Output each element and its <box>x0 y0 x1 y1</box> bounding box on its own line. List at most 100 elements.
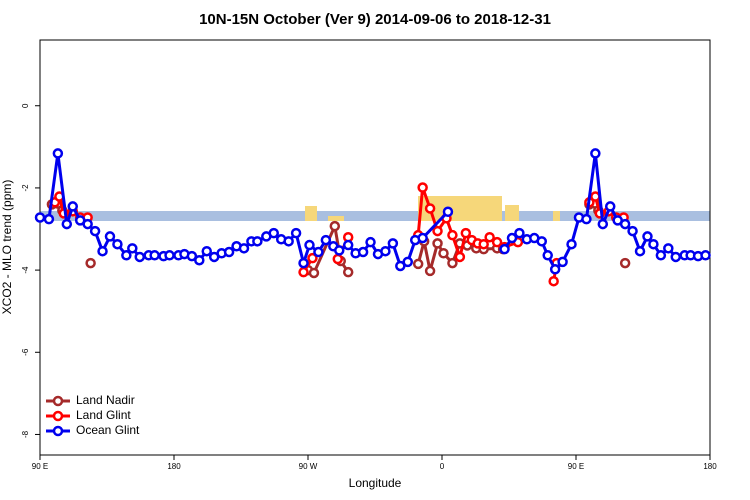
data-point <box>304 239 315 251</box>
data-point <box>424 265 436 277</box>
data-point <box>442 206 454 218</box>
x-tick-label: 180 <box>167 462 181 471</box>
x-tick-label: 180 <box>703 462 717 471</box>
x-axis-label: Longitude <box>349 476 402 490</box>
y-tick-label: -8 <box>21 430 30 438</box>
data-point <box>619 257 631 269</box>
y-tick-label: -2 <box>21 184 30 192</box>
chart-title: 10N-15N October (Ver 9) 2014-09-06 to 20… <box>199 11 551 28</box>
land-patch <box>305 206 317 221</box>
data-point <box>112 238 123 250</box>
data-point <box>380 245 391 257</box>
x-tick-label: 0 <box>440 462 445 471</box>
data-point <box>238 243 250 254</box>
data-point <box>417 182 428 193</box>
data-point <box>604 201 616 212</box>
data-point <box>332 253 344 265</box>
data-point <box>402 256 414 268</box>
data-point <box>460 227 472 239</box>
x-tick-label: 90 E <box>32 462 48 471</box>
data-point <box>536 236 548 247</box>
data-point <box>357 246 369 258</box>
data-point <box>307 252 318 264</box>
data-point <box>194 254 205 266</box>
data-point <box>655 250 667 261</box>
data-point <box>67 201 79 212</box>
legend-label: Ocean Glint <box>76 423 140 437</box>
data-point <box>82 218 93 230</box>
data-point <box>597 218 609 230</box>
data-point <box>432 225 443 237</box>
data-point <box>97 245 108 257</box>
data-point <box>412 258 424 270</box>
data-point <box>329 220 341 232</box>
data-point <box>432 238 443 249</box>
data-point <box>478 238 489 250</box>
data-point <box>298 266 309 278</box>
data-point <box>186 250 198 262</box>
data-point <box>61 218 73 230</box>
data-point <box>417 232 428 244</box>
x-tick-label: 90 W <box>299 462 318 471</box>
legend-swatch-point <box>52 425 64 437</box>
data-point <box>548 275 559 287</box>
data-point <box>499 243 510 255</box>
data-point <box>365 236 376 248</box>
data-point <box>542 250 553 261</box>
data-point <box>223 246 235 258</box>
data-point <box>290 227 302 239</box>
data-point <box>670 251 682 263</box>
data-point <box>201 245 213 257</box>
data-point <box>395 260 406 272</box>
data-point <box>43 213 55 225</box>
data-point <box>447 257 458 269</box>
data-point <box>484 231 495 243</box>
legend-label: Land Nadir <box>76 393 135 407</box>
data-point <box>252 236 263 247</box>
data-point <box>313 246 324 258</box>
data-point <box>342 266 354 278</box>
data-point <box>320 234 332 246</box>
data-point <box>52 148 64 159</box>
data-point <box>619 218 631 230</box>
data-point <box>514 227 525 239</box>
data-point <box>557 256 568 268</box>
data-point <box>85 257 96 269</box>
data-point <box>34 212 46 223</box>
data-point <box>506 232 518 244</box>
legend-swatch-point <box>52 395 64 407</box>
data-point <box>298 257 309 269</box>
data-point <box>127 243 138 254</box>
data-point <box>438 248 449 259</box>
x-tick-label: 90 E <box>568 462 584 471</box>
data-point <box>308 267 320 279</box>
data-point <box>89 225 101 237</box>
ocean-strip <box>40 211 710 221</box>
plot-frame <box>39 39 711 456</box>
data-point <box>164 250 175 261</box>
y-tick-label: -6 <box>21 348 30 356</box>
data-point <box>581 213 592 225</box>
data-point <box>268 227 280 239</box>
data-point <box>642 231 653 242</box>
data-point <box>134 251 146 263</box>
data-point <box>334 245 345 256</box>
data-point <box>549 264 561 275</box>
data-point <box>491 236 503 248</box>
data-point <box>648 238 659 250</box>
data-point <box>663 243 674 254</box>
data-point <box>104 231 116 242</box>
data-point <box>149 250 160 261</box>
y-tick-label: 0 <box>21 103 30 108</box>
data-point <box>700 250 711 261</box>
data-point <box>447 229 458 241</box>
data-point <box>121 250 132 261</box>
data-point <box>387 238 399 249</box>
land-patch <box>553 211 560 221</box>
legend-label: Land Glint <box>76 408 131 422</box>
data-point <box>634 245 646 257</box>
data-point <box>283 236 294 247</box>
data-point <box>590 148 601 159</box>
legend-swatch-point <box>52 410 64 422</box>
